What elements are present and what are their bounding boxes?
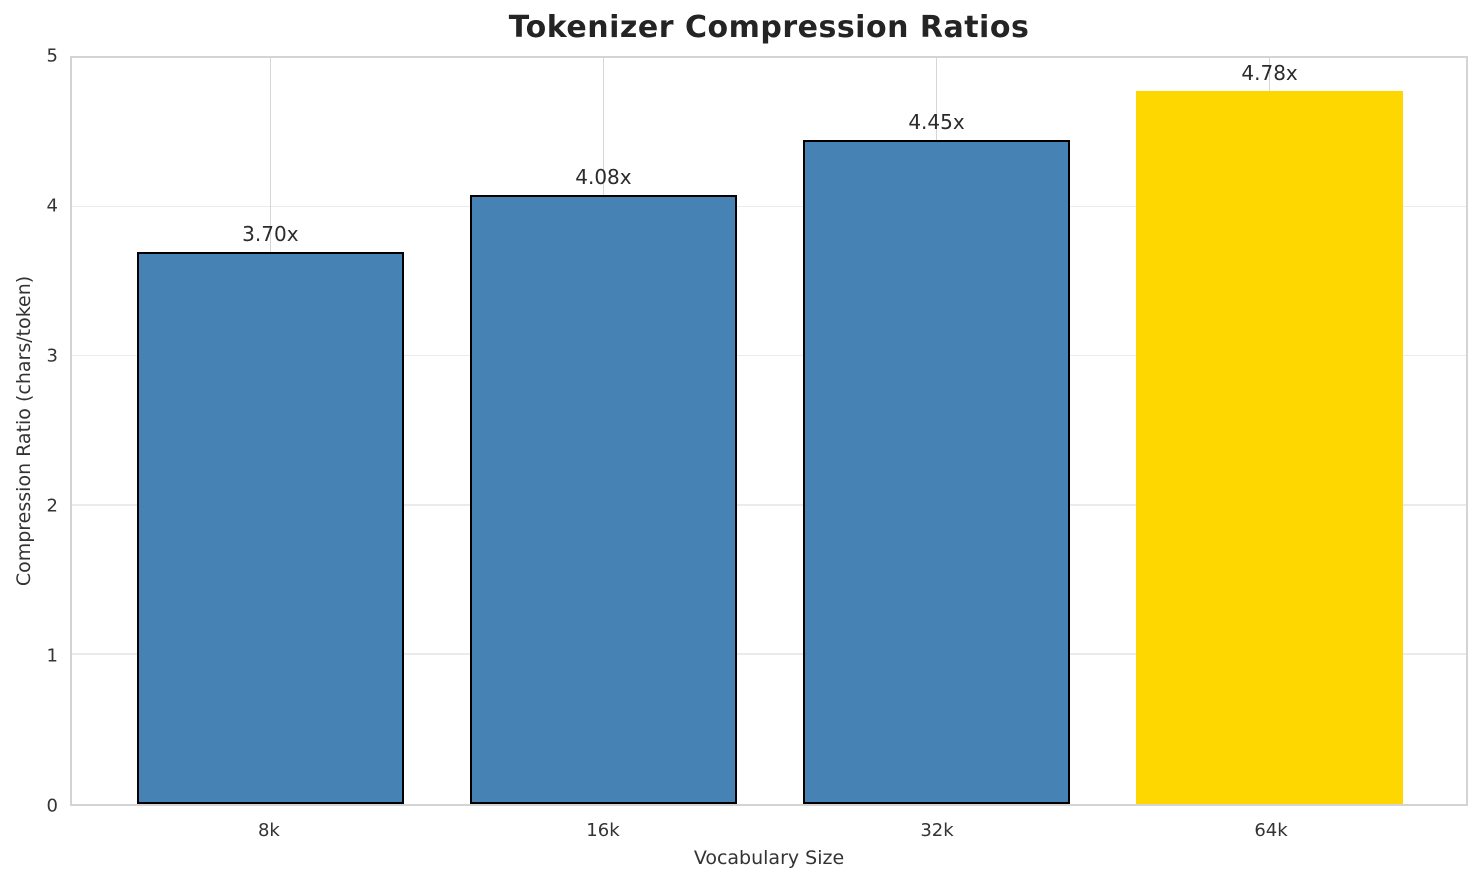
y-tick-label: 3 — [46, 345, 58, 367]
y-tick-label: 0 — [46, 795, 58, 817]
bar-value-label: 4.08x — [575, 165, 632, 190]
y-tick-label: 5 — [46, 45, 58, 67]
gridline-h — [72, 205, 1466, 208]
y-axis: 0 1 2 3 4 5 — [0, 46, 58, 817]
x-tick-label: 8k — [257, 820, 280, 841]
x-axis: 8k 16k 32k 64k — [70, 808, 1468, 844]
x-tick-label: 32k — [920, 820, 954, 841]
x-tick-label: 64k — [1254, 820, 1288, 841]
bar-64k — [1135, 90, 1404, 804]
gridline-h — [72, 354, 1466, 357]
x-axis-label: Vocabulary Size — [693, 847, 845, 869]
bar-32k — [802, 140, 1071, 804]
gridline-h — [72, 504, 1466, 506]
y-tick-label: 2 — [46, 495, 58, 517]
y-tick-label: 1 — [46, 645, 58, 667]
bar-8k — [136, 251, 404, 804]
bar-value-label: 4.78x — [1241, 60, 1298, 85]
bar-value-label: 3.70x — [242, 221, 299, 246]
gridline-h — [72, 653, 1466, 655]
y-tick-label: 4 — [46, 195, 58, 217]
chart-title: Tokenizer Compression Ratios — [508, 10, 1030, 45]
plot-area: 3.70x 4.08x 4.45x 4.78x — [70, 56, 1468, 806]
x-tick-label: 16k — [586, 820, 620, 841]
y-axis-label: Compression Ratio (chars/token) — [13, 275, 35, 587]
bar-16k — [469, 195, 738, 804]
bar-value-label: 4.45x — [908, 110, 965, 135]
